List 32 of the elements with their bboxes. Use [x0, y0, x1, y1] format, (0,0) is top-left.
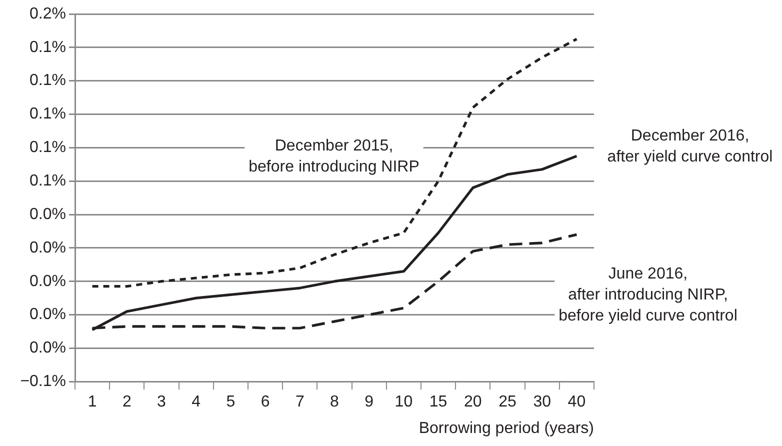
y-tick-label: 0.2% — [30, 5, 66, 22]
x-tick-label: 7 — [295, 394, 304, 411]
y-tick-label: 0.1% — [30, 106, 66, 123]
x-axis-title: Borrowing period (years) — [418, 420, 594, 437]
x-tick-label: 3 — [157, 394, 166, 411]
series-label: December 2015, before introducing NIRP — [248, 137, 420, 176]
x-tick-label: 40 — [568, 394, 586, 411]
x-tick-label: 20 — [464, 394, 482, 411]
x-tick-label: 6 — [260, 394, 270, 411]
y-tick-label: 0.0% — [30, 340, 66, 357]
y-tick-label: 0.1% — [30, 172, 66, 190]
x-tick-label: 10 — [394, 394, 413, 411]
y-tick-label: 0.0% — [30, 306, 66, 324]
x-tick-label: 9 — [364, 394, 374, 411]
y-tick-label: 0.0% — [30, 272, 66, 290]
x-tick-label: 30 — [533, 394, 552, 411]
y-tick-label: 0.1% — [30, 139, 66, 156]
y-tick-label: 0.1% — [30, 72, 66, 90]
x-tick-label: 8 — [330, 394, 340, 411]
y-tick-label: 0.1% — [30, 38, 66, 56]
x-tick-label: 1 — [88, 394, 97, 411]
x-tick-label: 2 — [122, 394, 132, 411]
series-label: December 2016, after yield curve control — [607, 127, 773, 166]
y-tick-label: −0.1% — [20, 373, 66, 390]
x-tick-label: 15 — [429, 394, 448, 411]
series-label: June 2016, after introducing NIRP, before yield curve control — [558, 265, 738, 324]
x-tick-label: 25 — [498, 394, 516, 411]
x-tick-label: 4 — [192, 394, 201, 411]
y-tick-label: 0.0% — [30, 239, 66, 256]
y-tick-label: 0.0% — [30, 206, 66, 223]
x-tick-label: 5 — [226, 394, 236, 411]
line-series — [91, 38, 578, 288]
